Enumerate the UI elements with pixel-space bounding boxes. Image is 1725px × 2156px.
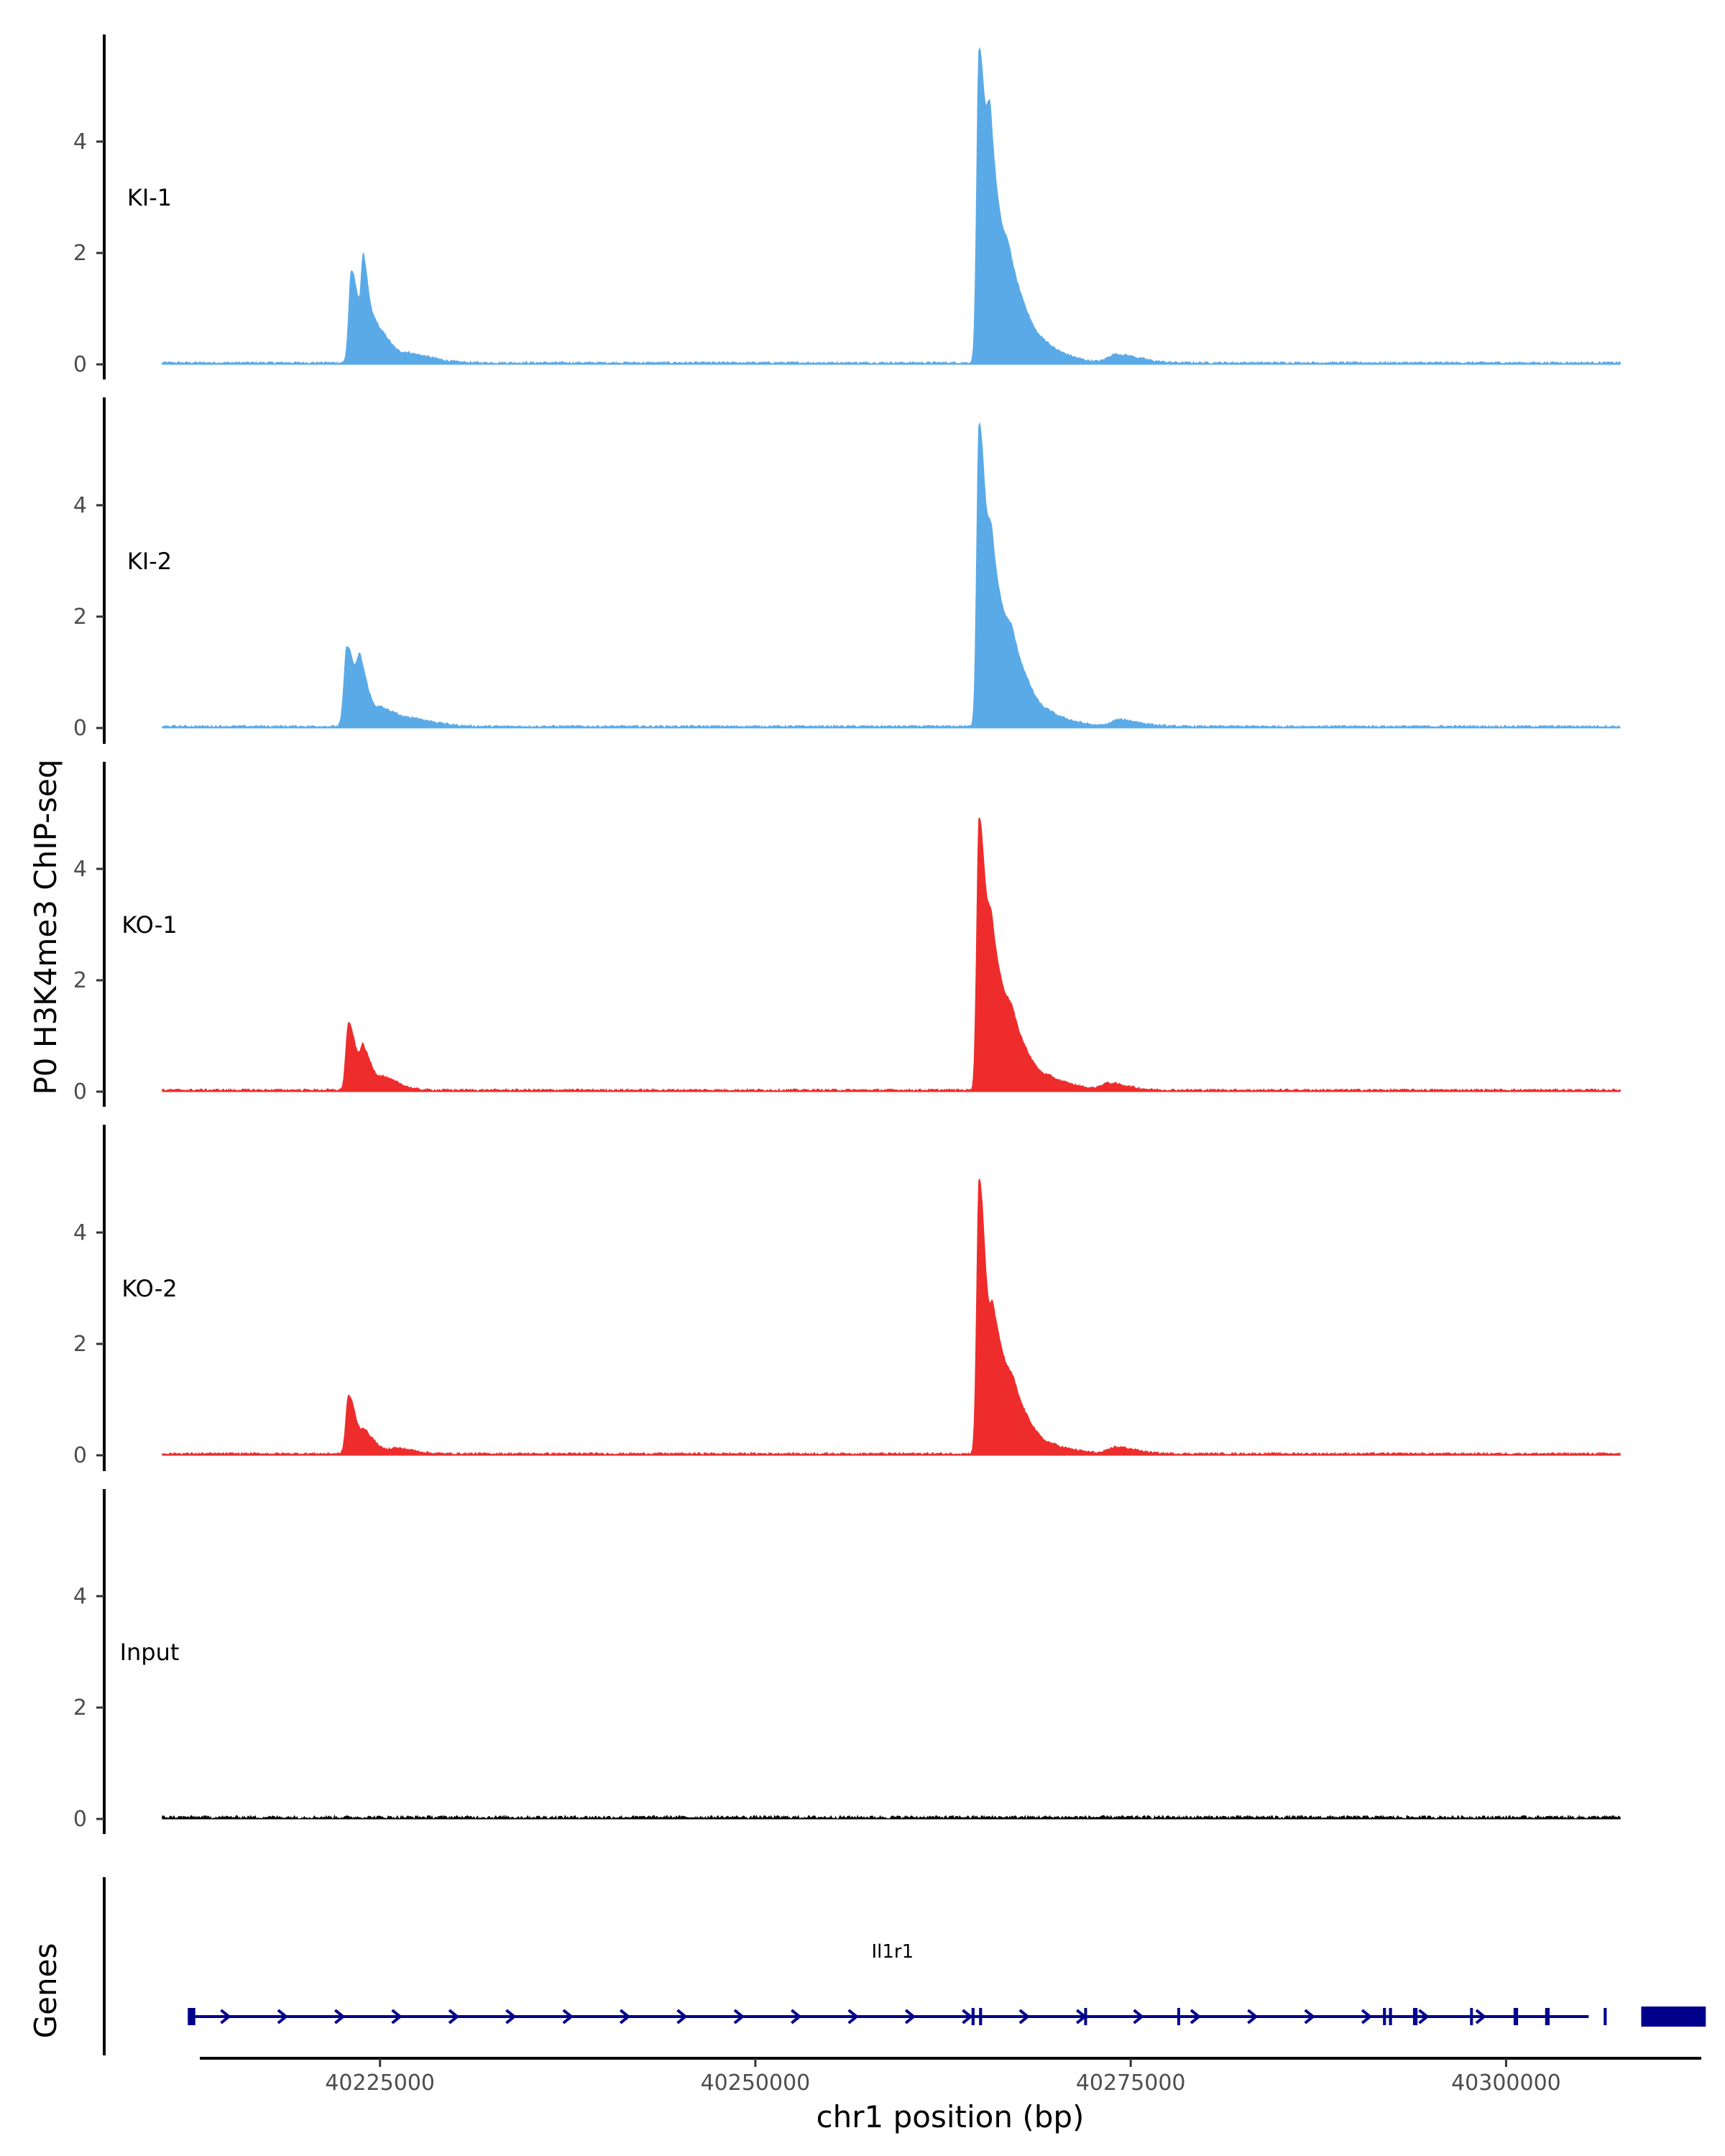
signal-area-input — [162, 1814, 1621, 1820]
x-tick-label: 40225000 — [325, 2070, 435, 2096]
track-label: KO-1 — [121, 911, 177, 939]
strand-arrow — [1418, 2009, 1430, 2024]
signal-area-ki-1 — [162, 47, 1621, 365]
gene-exon — [1383, 2008, 1386, 2025]
strand-arrow — [505, 2009, 517, 2024]
strand-arrow — [562, 2009, 574, 2024]
gene-exon — [971, 2008, 975, 2025]
genes-axis-title: Genes — [28, 1943, 63, 2039]
track-ko-1: 0 2 4 KO-1 — [73, 762, 1621, 1107]
track-input: 0 2 4 Input — [73, 1489, 1621, 1834]
y-tick-label: 0 — [73, 1443, 87, 1468]
gene-exon — [1513, 2008, 1519, 2025]
y-tick-label: 2 — [73, 968, 87, 993]
strand-arrow — [791, 2009, 802, 2024]
strand-arrow — [1361, 2009, 1373, 2024]
gene-track: Il1r1 — [103, 1877, 1706, 2055]
signal-area-ko-1 — [162, 817, 1621, 1092]
y-tick-label: 2 — [73, 604, 87, 630]
y-tick-label: 2 — [73, 1695, 87, 1720]
strand-arrow — [1018, 2009, 1031, 2024]
strand-arrow — [277, 2009, 289, 2024]
strand-arrow — [619, 2009, 631, 2024]
gene-exon — [1641, 2007, 1706, 2027]
y-tick-label: 0 — [73, 716, 87, 741]
y-tick-label: 4 — [73, 1220, 87, 1245]
gene-exon — [1389, 2008, 1392, 2025]
y-tick-label: 4 — [73, 493, 87, 518]
track-ki-2: 0 2 4 KI-2 — [73, 397, 1621, 744]
strand-arrow — [733, 2009, 745, 2024]
y-tick-label: 2 — [73, 1332, 87, 1357]
gene-exon — [188, 2008, 196, 2025]
gene-exon — [1604, 2008, 1607, 2025]
track-ko-2: 0 2 4 KO-2 — [73, 1125, 1621, 1471]
gene-exon — [1545, 2008, 1550, 2025]
gene-exon — [1084, 2008, 1087, 2025]
strand-arrow — [1190, 2009, 1202, 2024]
x-tick-label: 40250000 — [701, 2070, 811, 2096]
y-tick-label: 4 — [73, 1584, 87, 1609]
strand-arrow — [1133, 2009, 1144, 2024]
x-axis-title: chr1 position (bp) — [816, 2099, 1085, 2134]
track-label: KI-1 — [127, 184, 172, 211]
strand-arrow — [676, 2009, 688, 2024]
strand-arrow — [847, 2009, 859, 2024]
gene-label: Il1r1 — [871, 1941, 914, 1963]
gene-exon — [1470, 2008, 1473, 2025]
strand-arrow — [448, 2009, 460, 2024]
strand-arrow — [220, 2009, 231, 2024]
track-label: KI-2 — [127, 548, 172, 575]
strand-arrow — [334, 2009, 346, 2024]
strand-arrow — [962, 2009, 973, 2024]
track-ki-1: 0 2 4 KI-1 — [73, 34, 1621, 379]
y-tick-label: 0 — [73, 352, 87, 377]
strand-arrow — [1475, 2009, 1487, 2024]
tracks-layer: 0 2 4 KI-1 0 2 4 KI-2 0 2 4 KO-1 0 2 4 KO-2 0 2 4 Input — [73, 34, 1621, 1834]
y-tick-label: 4 — [73, 857, 87, 882]
y-tick-label: 2 — [73, 241, 87, 266]
gene-exon — [979, 2008, 983, 2025]
x-tick-label: 40300000 — [1451, 2070, 1561, 2096]
y-axis-title: P0 H3K4me3 ChIP-seq — [28, 759, 63, 1095]
strand-arrow — [1304, 2009, 1315, 2024]
gene-exon — [1412, 2008, 1418, 2025]
x-axis: 40225000 40250000 40275000 40300000 — [200, 2057, 1701, 2096]
track-label: KO-2 — [121, 1275, 177, 1302]
y-tick-label: 0 — [73, 1079, 87, 1105]
x-tick-label: 40275000 — [1076, 2070, 1186, 2096]
track-label: Input — [120, 1639, 180, 1666]
y-tick-label: 4 — [73, 129, 87, 155]
gene-exon — [1177, 2008, 1180, 2025]
strand-arrow — [904, 2009, 916, 2024]
y-tick-label: 0 — [73, 1807, 87, 1832]
strand-arrow — [1247, 2009, 1259, 2024]
strand-arrow — [391, 2009, 402, 2024]
signal-area-ko-2 — [162, 1178, 1621, 1456]
signal-area-ki-2 — [162, 423, 1621, 729]
